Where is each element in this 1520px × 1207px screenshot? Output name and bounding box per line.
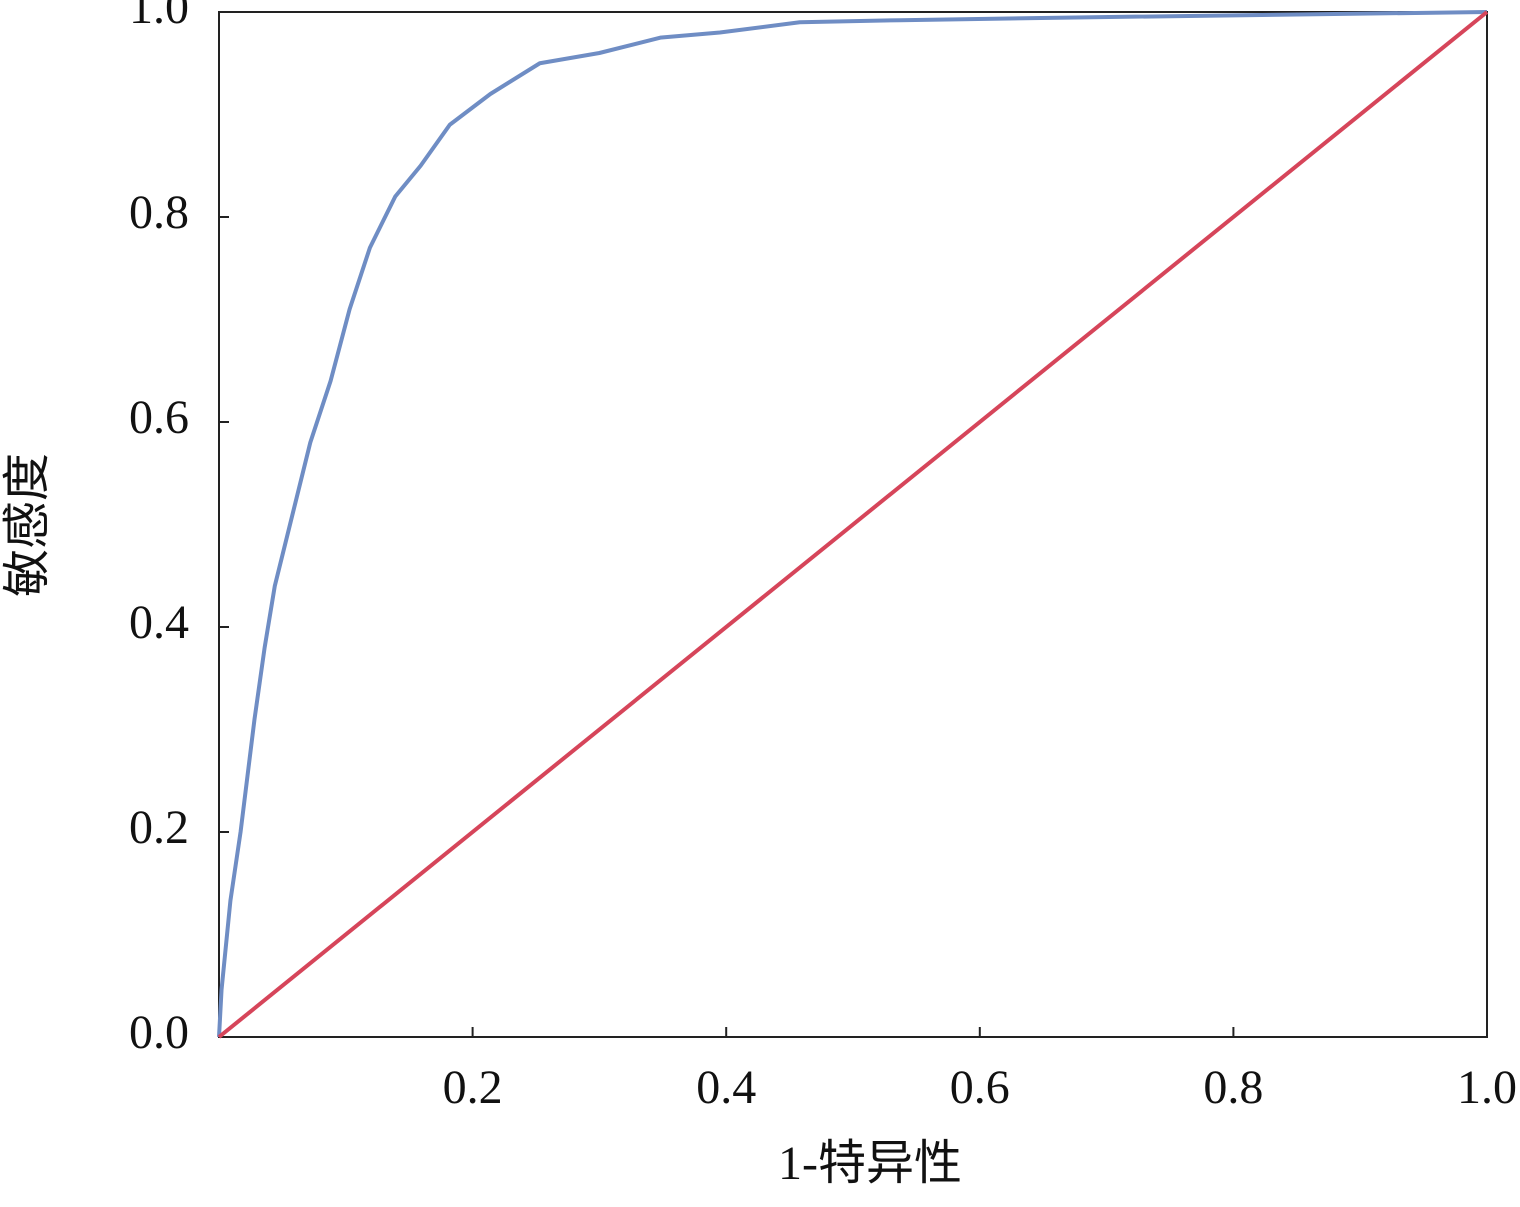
x-tick-label: 0.8 [1203,1061,1263,1114]
y-tick-label: 0.0 [129,1006,189,1059]
y-tick-label: 1.0 [129,0,189,34]
x-tick-label: 0.2 [443,1061,503,1114]
x-axis-label: 1-特异性 [778,1137,962,1190]
x-tick-label: 0.4 [696,1061,756,1114]
roc-line [217,10,1489,1039]
y-tick-label: 0.8 [129,186,189,239]
x-tick-label: 1.0 [1457,1061,1517,1114]
y-tick-label: 0.6 [129,391,189,444]
x-tick-label: 0.6 [950,1061,1010,1114]
roc-line [217,10,1488,1038]
y-tick-label: 0.2 [129,801,189,854]
y-axis-label: 敏感度 [1,453,54,597]
plot-frame [218,11,1488,1038]
y-tick-label: 0.4 [129,596,189,649]
